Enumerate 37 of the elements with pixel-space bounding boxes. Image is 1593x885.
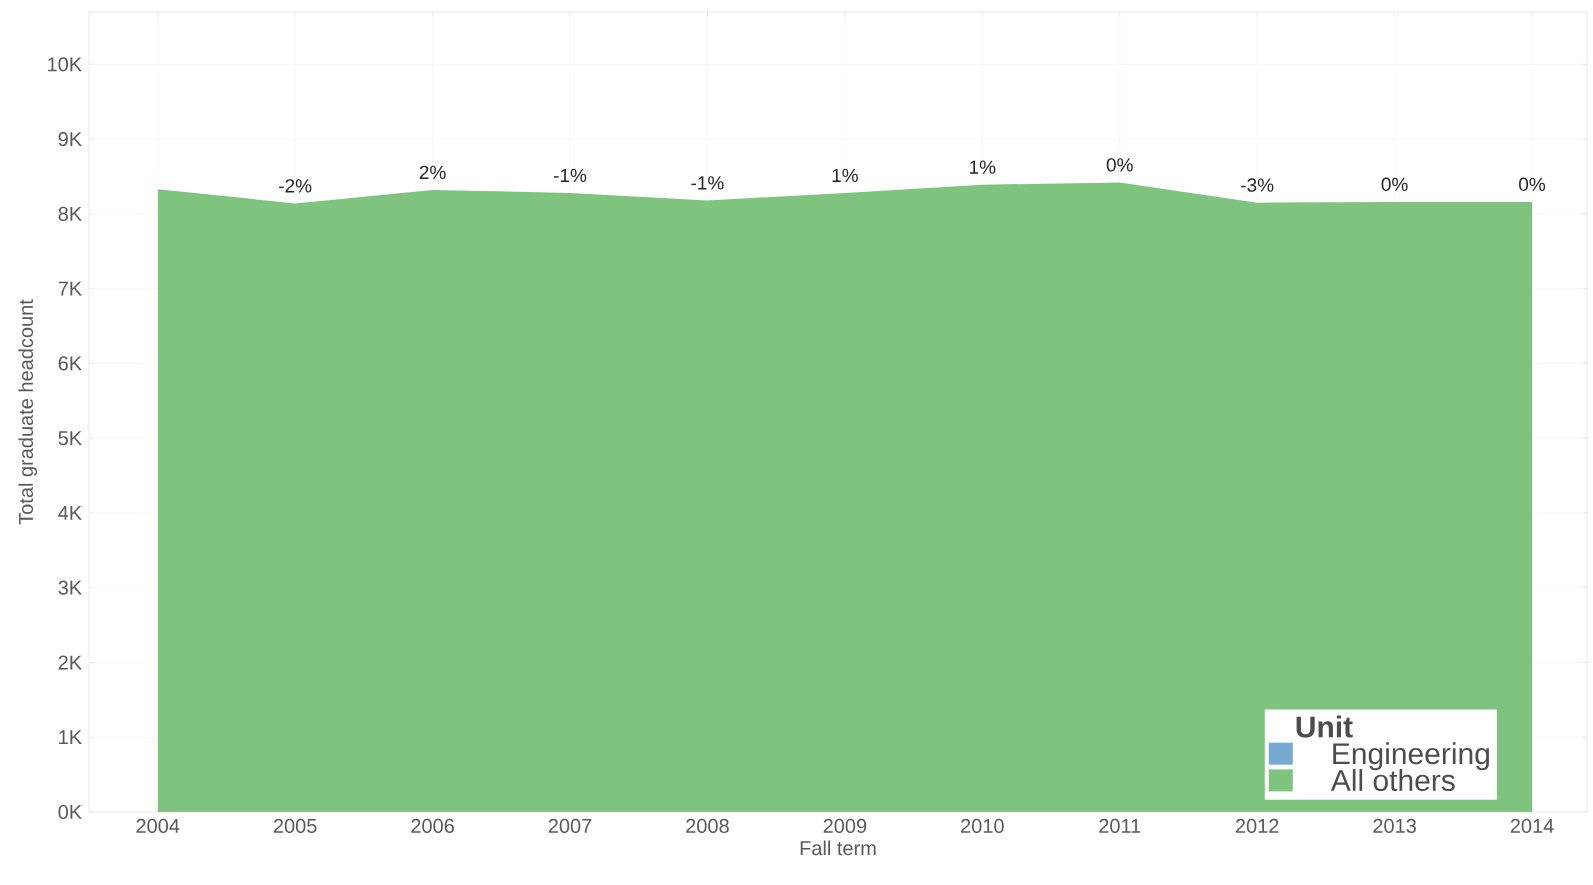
y-tick-label: 3K [58, 580, 82, 595]
annotation: 1% [832, 168, 858, 183]
x-tick-label: 2008 [686, 818, 729, 833]
y-tick-label: 1K [59, 730, 82, 745]
y-tick-label: 8K [58, 206, 82, 221]
x-tick-label: 2011 [1099, 818, 1141, 833]
y-axis-title: Total graduate headcount [18, 299, 38, 525]
annotation: 0% [1381, 177, 1408, 192]
annotation: 1% [970, 160, 996, 174]
y-tick-label: 9K [58, 132, 82, 147]
x-tick-label: 2007 [548, 818, 592, 833]
x-tick-label: 2006 [411, 818, 454, 833]
annotation: 2% [419, 165, 446, 180]
legend-label: Engineering [1333, 742, 1489, 771]
x-tick-label: 2009 [823, 818, 867, 833]
annotation: -2% [279, 179, 312, 193]
x-tick-label: 2013 [1373, 818, 1416, 833]
legend-title: Unit [1296, 715, 1353, 738]
x-tick-label: 2004 [136, 818, 180, 833]
y-tick-label: 2K [58, 655, 82, 670]
y-tick-label: 7K [58, 281, 82, 296]
y-tick-label: 5K [58, 431, 82, 446]
y-tick-label: 10K [48, 57, 82, 72]
annotation: -3% [1241, 178, 1274, 192]
x-tick-label: 2012 [1235, 818, 1279, 833]
y-tick-label: 0K [58, 804, 82, 820]
annotation: 0% [1519, 177, 1546, 192]
annotation: 0% [1106, 158, 1133, 172]
x-tick-label: 2005 [273, 818, 317, 833]
legend-label: All others [1330, 769, 1455, 792]
annotation: -1% [691, 176, 724, 190]
y-tick-label: 6K [58, 356, 82, 371]
y-tick-label: 4K [58, 506, 82, 520]
annotation: -1% [553, 168, 587, 183]
x-tick-label: 2014 [1510, 818, 1554, 833]
x-axis-title: Fall term [800, 840, 876, 856]
x-tick-label: 2010 [961, 818, 1004, 833]
